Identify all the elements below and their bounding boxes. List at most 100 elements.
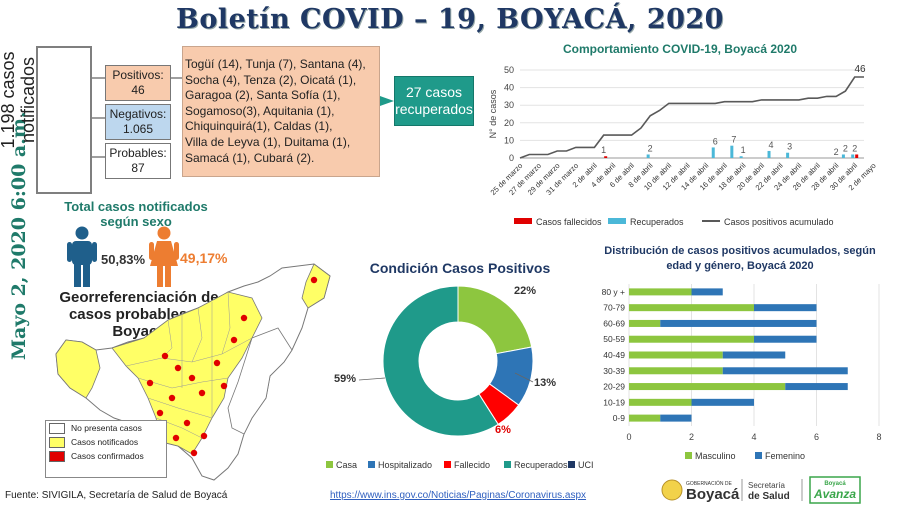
positivos-label: Positivos: xyxy=(112,68,164,82)
legend-swatch xyxy=(608,218,626,224)
bar-chart: 0 2 4 6 8 80 y + 70-79 60-69 50-59 40-49 30-39 20-2… xyxy=(602,284,882,461)
legend-swatch-red xyxy=(49,450,65,462)
bar-femenino xyxy=(722,367,848,375)
y-tick-label: 50 xyxy=(504,65,514,75)
bar-chart-title-text: Distribución de casos positivos acumulad… xyxy=(604,245,876,272)
x-tick-label: 0 xyxy=(626,432,631,442)
bar-chart-title: Distribución de casos positivos acumulad… xyxy=(600,244,880,274)
y-tick-label: 40-49 xyxy=(603,350,625,360)
pie-legend-label: Casa xyxy=(336,460,357,470)
bar-data-label: 6 xyxy=(713,136,718,146)
bar-masculino xyxy=(629,319,661,327)
municipio-line: Sogamoso(3), Aquitania (1), xyxy=(185,103,335,118)
leader-line xyxy=(514,372,534,383)
legend-label: Recuperados xyxy=(630,217,684,227)
y-tick-label: 60-69 xyxy=(603,318,625,328)
bar-femenino xyxy=(691,288,723,296)
bar-femenino xyxy=(660,414,692,422)
pie-legend-swatch xyxy=(326,461,333,468)
page-title: Boletín COVID – 19, BOYACÁ, 2020 xyxy=(176,4,724,35)
map-white-east xyxy=(227,327,293,435)
y-tick-label: 30-39 xyxy=(603,366,625,376)
bar-legend-label: Femenino xyxy=(765,451,805,461)
negativos-box: Negativos: 1.065 xyxy=(105,104,171,140)
bar-data-label: 1 xyxy=(601,145,606,155)
georef-title-line-1: Georreferenciación de xyxy=(59,289,219,306)
bar-legend-swatch xyxy=(685,452,692,459)
municipio-line: Villa de Leyva (1), Duitama (1), xyxy=(185,134,351,149)
pie-data-label: 6% xyxy=(495,424,511,436)
pie-legend-label: Recuperados xyxy=(514,460,568,470)
y-tick-label: 0-9 xyxy=(613,413,626,423)
bar-data-label: 2 xyxy=(843,143,848,153)
pie-data-label: 22% xyxy=(514,285,536,297)
bar-recuperados xyxy=(786,152,790,158)
legend-swatch-yellow xyxy=(49,436,65,448)
bar-data-label: 2 xyxy=(648,143,653,153)
shield-icon xyxy=(661,479,683,501)
map-legend-label: Casos notificados xyxy=(71,437,139,447)
avanza-text: Avanza xyxy=(813,487,856,501)
source-text: Fuente: SIVIGILA, Secretaría de Salud de… xyxy=(5,490,228,501)
municipio-line: Garagoa (2), Santa Sofía (1), xyxy=(185,88,341,103)
pie-legend: Casa Hospitalizado Fallecido Recuperados UCI xyxy=(326,460,594,470)
x-tick-label: 6 xyxy=(814,432,819,442)
x-tick-label: 8 xyxy=(876,432,881,442)
bar-recuperados xyxy=(646,154,650,158)
ins-link[interactable]: https://www.ins.gov.co/Noticias/Paginas/… xyxy=(330,490,587,501)
bar-masculino xyxy=(629,335,754,343)
map-legend-row: No presenta casos xyxy=(46,421,166,435)
end-data-label: 46 xyxy=(854,64,866,75)
pie-legend-label: UCI xyxy=(578,460,594,470)
y-tick-label: 20 xyxy=(504,118,514,128)
sexo-title-line-2: según sexo xyxy=(100,214,172,229)
bar-data-label: 2 xyxy=(852,143,857,153)
total-cases-box xyxy=(36,46,92,194)
bar-femenino xyxy=(785,383,848,391)
bar-data-label: 3 xyxy=(787,142,792,152)
logos: GOBERNACIÓN DE Boyacá Secretaría de Salu… xyxy=(660,476,900,504)
legend-swatch-white xyxy=(49,422,65,434)
probables-value: 87 xyxy=(131,161,145,175)
line-chart-title: Comportamiento COVID-19, Boyacá 2020 xyxy=(562,42,798,56)
map-yellow-center xyxy=(111,291,263,455)
pie-chart: 22% 13% 6% 59% xyxy=(334,285,556,437)
bar-fallecidos xyxy=(604,156,608,158)
x-tick-label: 4 xyxy=(751,432,756,442)
logos-graphic: GOBERNACIÓN DE Boyacá Secretaría de Salu… xyxy=(661,476,861,504)
y-tick-label: 10 xyxy=(504,135,514,145)
municipio-line: Samacá (1), Cubará (2). xyxy=(185,150,315,165)
recuperados-box: 27 casos recuperados xyxy=(394,76,474,126)
municipio-line: Socha (4), Tenza (2), Oicatá (1), xyxy=(185,72,357,87)
map-municipal-borders xyxy=(125,291,253,439)
map-legend-row: Casos notificados xyxy=(46,435,166,449)
y-tick-label: 30 xyxy=(504,100,514,110)
bar-masculino xyxy=(629,304,754,312)
gob-small-text: GOBERNACIÓN DE xyxy=(686,480,733,487)
bar-recuperados xyxy=(841,154,845,158)
y-tick-label: 10-19 xyxy=(603,397,625,407)
pie-legend-swatch xyxy=(368,461,375,468)
bar-data-label: 7 xyxy=(731,135,736,145)
bar-recuperados xyxy=(767,150,771,158)
map-legend-label: No presenta casos xyxy=(71,423,142,433)
bar-masculino xyxy=(629,398,692,406)
avanza-small-text: Boyacá xyxy=(824,481,846,487)
bar-recuperados xyxy=(739,156,743,158)
leader-line xyxy=(358,377,386,381)
bar-legend-label: Masculino xyxy=(695,451,736,461)
y-tick-label: 50-59 xyxy=(603,334,625,344)
male-percent: 50,83% xyxy=(101,252,146,267)
negativos-value: 1.065 xyxy=(122,122,154,136)
male-icon xyxy=(67,226,97,287)
bar-fallecidos xyxy=(855,154,859,158)
y-axis-label: N° de casos xyxy=(488,89,498,138)
bar-legend-swatch xyxy=(755,452,762,459)
pie-slice-recuperados xyxy=(382,285,499,437)
line-chart-legend: Casos fallecidos Recuperados Casos positiv… xyxy=(514,217,834,227)
sexo-title-line-1: Total casos notificados xyxy=(64,199,208,214)
map-confirmed-markers xyxy=(146,276,318,457)
y-tick-label: 0 xyxy=(509,153,514,163)
bar-masculino xyxy=(629,367,723,375)
